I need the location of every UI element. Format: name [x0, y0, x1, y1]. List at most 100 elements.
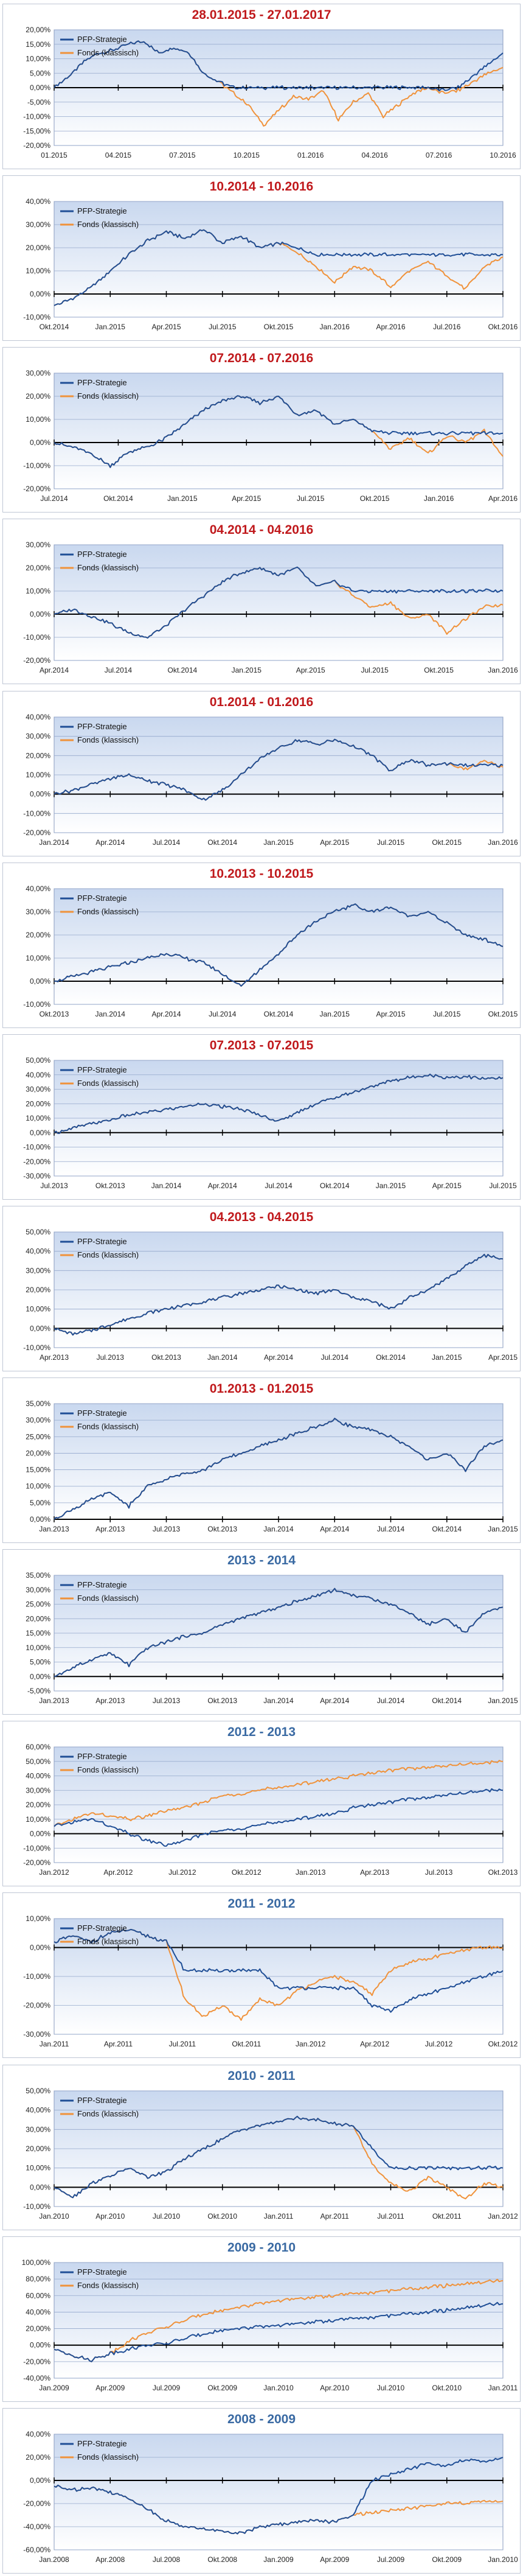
- chart-title: 28.01.2015 - 27.01.2017: [192, 8, 331, 22]
- line-chart: 100,00% 80,00% 60,00% 40,00% 20,00% 0,00% -20,…: [22, 2259, 518, 2392]
- y-tick-label: 0,00%: [30, 83, 50, 92]
- x-tick-label: Apr.2009: [95, 2384, 125, 2392]
- legend-label: Fonds (klassisch): [77, 1765, 139, 1774]
- y-tick-label: -30,00%: [23, 1172, 50, 1180]
- y-tick-label: 5,00%: [30, 1499, 50, 1507]
- line-chart: 35,00% 30,00% 25,00% 20,00% 15,00% 10,00% 5,00…: [26, 1400, 518, 1533]
- x-tick-label: Apr.2012: [103, 1868, 133, 1877]
- series-line-strategy: [54, 738, 504, 801]
- x-tick-label: Jul.2014: [377, 1696, 405, 1705]
- x-tick-label: Jul.2015: [209, 323, 237, 331]
- y-tick-label: 50,00%: [26, 2087, 50, 2095]
- y-tick-label: 20,00%: [26, 1449, 50, 1457]
- x-tick-label: Okt.2014: [432, 1525, 462, 1533]
- x-tick-label: Jan.2012: [296, 2040, 326, 2048]
- legend-label: Fonds (klassisch): [77, 2281, 139, 2290]
- y-tick-label: -20,00%: [23, 1858, 50, 1867]
- y-tick-label: 0,00%: [30, 2341, 50, 2350]
- y-tick-label: 40,00%: [26, 2106, 50, 2115]
- legend: PFP-Strategie Fonds (klassisch): [60, 1065, 139, 1088]
- x-tick-label: Okt.2009: [207, 2384, 237, 2392]
- chart-title: 10.2013 - 10.2015: [209, 867, 314, 881]
- x-tick-label: Okt.2015: [424, 666, 454, 674]
- legend-label: PFP-Strategie: [77, 1923, 127, 1933]
- x-tick-label: Jan.2011: [264, 2212, 294, 2221]
- x-tick-label: Jan.2015: [320, 1010, 350, 1018]
- legend-label: PFP-Strategie: [77, 1065, 127, 1074]
- y-tick-label: 0,00%: [30, 1324, 50, 1332]
- x-tick-label: Jul.2015: [489, 1181, 517, 1190]
- y-tick-label: 50,00%: [26, 1228, 50, 1236]
- x-tick-label: Apr.2014: [264, 1353, 293, 1362]
- x-tick-label: Jul.2016: [433, 323, 461, 331]
- x-tick-label: Jan.2013: [39, 1525, 69, 1533]
- line-chart: 40,00% 30,00% 20,00% 10,00% 0,00% -10,00% -20,…: [23, 713, 518, 847]
- y-tick-label: 20,00%: [26, 1286, 50, 1294]
- y-tick-label: 10,00%: [26, 1815, 50, 1824]
- y-tick-label: -10,00%: [23, 1972, 50, 1981]
- x-tick-label: Jul.2009: [377, 2555, 405, 2564]
- x-tick-label: Jul.2015: [433, 1010, 461, 1018]
- legend: PFP-Strategie Fonds (klassisch): [60, 722, 139, 744]
- x-tick-label: Apr.2015: [432, 1181, 462, 1190]
- x-tick-label: 01.2015: [41, 151, 68, 159]
- legend-label: Fonds (klassisch): [77, 1594, 139, 1603]
- x-tick-label: Jul.2013: [153, 1696, 181, 1705]
- x-tick-label: Jan.2011: [488, 2384, 518, 2392]
- legend-label: PFP-Strategie: [77, 1409, 127, 1418]
- legend: PFP-Strategie Fonds (klassisch): [60, 1923, 139, 1946]
- x-tick-label: Jan.2014: [263, 1696, 294, 1705]
- y-tick-label: -20,00%: [23, 656, 50, 665]
- x-tick-label: Okt.2009: [432, 2555, 462, 2564]
- x-tick-label: Apr.2015: [296, 666, 325, 674]
- y-tick-label: 20,00%: [26, 564, 50, 572]
- y-tick-label: 40,00%: [26, 713, 50, 721]
- y-tick-label: 60,00%: [26, 2291, 50, 2300]
- y-tick-label: 30,00%: [26, 1586, 50, 1594]
- x-tick-label: Apr.2015: [151, 323, 181, 331]
- y-tick-label: 10,00%: [26, 2164, 50, 2172]
- chart-panel: 2012 - 2013 60,00% 50,00% 40,00% 30,00% 20,00…: [2, 1721, 521, 1886]
- y-tick-label: 30,00%: [26, 369, 50, 377]
- legend-label: PFP-Strategie: [77, 550, 127, 559]
- legend: PFP-Strategie Fonds (klassisch): [60, 1237, 139, 1259]
- x-tick-label: Jan.2015: [432, 1353, 462, 1362]
- series-line-strategy: [54, 40, 504, 92]
- chart-panel: 10.2013 - 10.2015 40,00% 30,00% 20,00% 10,00…: [2, 863, 521, 1028]
- x-tick-label: Apr.2012: [360, 2040, 389, 2048]
- y-tick-label: 30,00%: [26, 732, 50, 741]
- x-tick-label: Jul.2010: [153, 2212, 181, 2221]
- chart-title: 2009 - 2010: [227, 2241, 296, 2255]
- y-tick-label: 60,00%: [26, 1743, 50, 1751]
- y-tick-label: 10,00%: [26, 1114, 50, 1122]
- chart-title: 2013 - 2014: [227, 1553, 296, 1567]
- y-tick-label: -15,00%: [23, 127, 50, 135]
- y-tick-label: 25,00%: [26, 1432, 50, 1441]
- legend-label: PFP-Strategie: [77, 1752, 127, 1761]
- series-line-strategy: [54, 395, 504, 468]
- x-tick-label: Jan.2009: [39, 2384, 69, 2392]
- chart-panel: 07.2014 - 07.2016 30,00% 20,00% 10,00% 0,00%…: [2, 347, 521, 513]
- legend-label: PFP-Strategie: [77, 2096, 127, 2105]
- series-line-strategy: [54, 1073, 504, 1134]
- x-tick-label: Jul.2011: [169, 2040, 196, 2048]
- x-tick-label: Okt.2013: [151, 1353, 181, 1362]
- y-tick-label: 30,00%: [26, 220, 50, 229]
- x-tick-label: Jul.2012: [168, 1868, 196, 1877]
- y-tick-label: 20,00%: [26, 2325, 50, 2333]
- y-tick-label: 20,00%: [26, 1801, 50, 1809]
- y-tick-label: -10,00%: [23, 1000, 50, 1009]
- legend-label: PFP-Strategie: [77, 1580, 127, 1589]
- x-tick-label: 07.2015: [169, 151, 196, 159]
- legend-label: Fonds (klassisch): [77, 2452, 139, 2462]
- series-line-strategy: [54, 566, 504, 639]
- x-tick-label: Jul.2010: [377, 2384, 405, 2392]
- y-tick-label: 40,00%: [26, 1247, 50, 1256]
- chart-panel: 04.2014 - 04.2016 30,00% 20,00% 10,00% 0,00%…: [2, 519, 521, 684]
- x-tick-label: Jan.2016: [488, 666, 518, 674]
- y-tick-label: 20,00%: [26, 1614, 50, 1623]
- y-tick-label: -10,00%: [23, 461, 50, 470]
- x-tick-label: Apr.2016: [488, 494, 518, 503]
- x-tick-label: 10.2015: [234, 151, 260, 159]
